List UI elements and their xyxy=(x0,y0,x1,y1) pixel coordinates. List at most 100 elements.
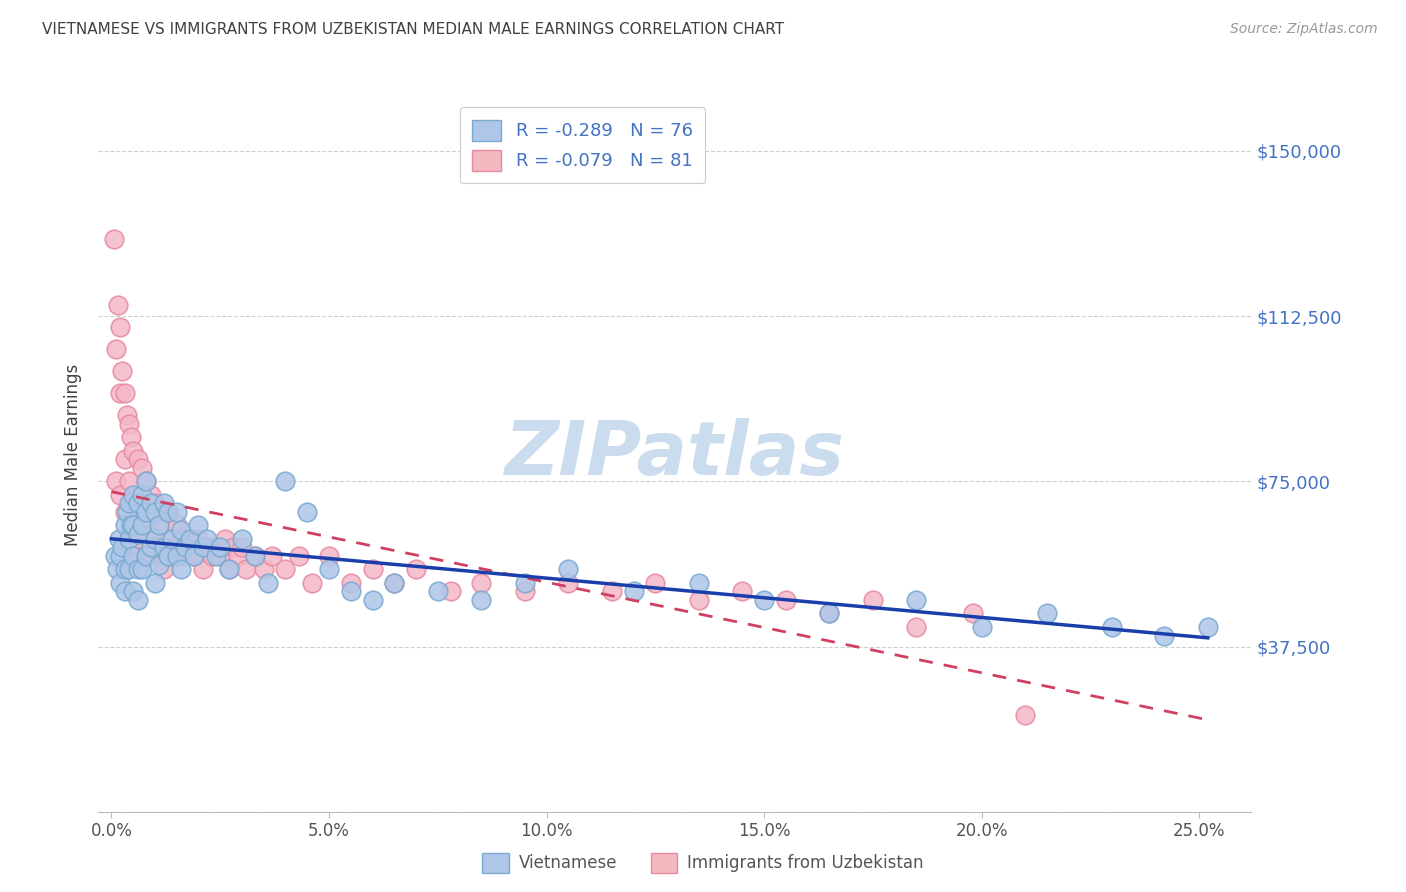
Point xyxy=(170,562,193,576)
Point xyxy=(139,487,162,501)
Point xyxy=(148,518,170,533)
Point xyxy=(318,549,340,564)
Point xyxy=(118,532,141,546)
Point xyxy=(139,527,162,541)
Point xyxy=(905,620,928,634)
Point xyxy=(122,518,145,533)
Point xyxy=(166,505,188,519)
Point xyxy=(104,549,127,564)
Point xyxy=(1101,620,1123,634)
Point xyxy=(127,593,149,607)
Point xyxy=(187,532,209,546)
Point xyxy=(257,575,280,590)
Point xyxy=(623,584,645,599)
Point xyxy=(143,505,166,519)
Point xyxy=(426,584,449,599)
Point xyxy=(162,532,184,546)
Point xyxy=(297,505,319,519)
Point xyxy=(114,452,136,467)
Point xyxy=(209,541,232,555)
Point xyxy=(361,593,384,607)
Point xyxy=(187,518,209,533)
Point xyxy=(135,549,157,564)
Point xyxy=(191,562,214,576)
Point xyxy=(152,518,174,533)
Point xyxy=(139,496,162,510)
Legend: Vietnamese, Immigrants from Uzbekistan: Vietnamese, Immigrants from Uzbekistan xyxy=(475,847,931,880)
Point xyxy=(162,532,184,546)
Point xyxy=(962,607,984,621)
Point xyxy=(170,523,193,537)
Point xyxy=(111,364,134,378)
Point xyxy=(287,549,309,564)
Point xyxy=(107,298,129,312)
Point xyxy=(127,452,149,467)
Point xyxy=(143,496,166,510)
Point xyxy=(122,549,145,564)
Point xyxy=(135,475,157,489)
Point xyxy=(114,584,136,599)
Point xyxy=(274,562,297,576)
Point xyxy=(470,575,492,590)
Point xyxy=(775,593,797,607)
Point xyxy=(108,532,131,546)
Point xyxy=(195,532,218,546)
Point xyxy=(361,562,384,576)
Point xyxy=(166,549,188,564)
Point xyxy=(122,584,145,599)
Point xyxy=(127,527,149,541)
Point xyxy=(131,549,153,564)
Point xyxy=(157,549,180,564)
Point xyxy=(108,549,131,564)
Point xyxy=(152,496,174,510)
Y-axis label: Median Male Earnings: Median Male Earnings xyxy=(65,364,83,546)
Point xyxy=(152,562,174,576)
Point xyxy=(644,575,666,590)
Point xyxy=(1197,620,1219,634)
Point xyxy=(818,607,841,621)
Point xyxy=(108,320,131,334)
Point xyxy=(120,430,142,444)
Point xyxy=(152,541,174,555)
Text: Source: ZipAtlas.com: Source: ZipAtlas.com xyxy=(1230,22,1378,37)
Point xyxy=(557,562,579,576)
Point xyxy=(1153,628,1175,642)
Point xyxy=(157,505,180,519)
Point xyxy=(226,549,249,564)
Point xyxy=(131,461,153,475)
Point xyxy=(174,541,197,555)
Point xyxy=(120,518,142,533)
Point xyxy=(470,593,492,607)
Point xyxy=(115,505,138,519)
Point xyxy=(131,562,153,576)
Point xyxy=(218,562,240,576)
Point xyxy=(127,541,149,555)
Point xyxy=(143,541,166,555)
Point xyxy=(114,518,136,533)
Point xyxy=(118,562,141,576)
Point xyxy=(166,518,188,533)
Point xyxy=(222,541,245,555)
Point xyxy=(339,575,361,590)
Point xyxy=(600,584,623,599)
Point xyxy=(209,549,232,564)
Point xyxy=(118,417,141,431)
Point xyxy=(135,509,157,524)
Point xyxy=(214,532,236,546)
Point xyxy=(513,575,536,590)
Point xyxy=(339,584,361,599)
Text: ZIPatlas: ZIPatlas xyxy=(505,418,845,491)
Point xyxy=(108,487,131,501)
Point xyxy=(115,409,138,423)
Point xyxy=(131,505,153,519)
Point xyxy=(148,558,170,572)
Point xyxy=(905,593,928,607)
Point xyxy=(688,593,710,607)
Text: VIETNAMESE VS IMMIGRANTS FROM UZBEKISTAN MEDIAN MALE EARNINGS CORRELATION CHART: VIETNAMESE VS IMMIGRANTS FROM UZBEKISTAN… xyxy=(42,22,785,37)
Point xyxy=(205,549,228,564)
Point xyxy=(104,342,127,356)
Point xyxy=(731,584,754,599)
Point xyxy=(148,505,170,519)
Point xyxy=(170,532,193,546)
Point xyxy=(752,593,775,607)
